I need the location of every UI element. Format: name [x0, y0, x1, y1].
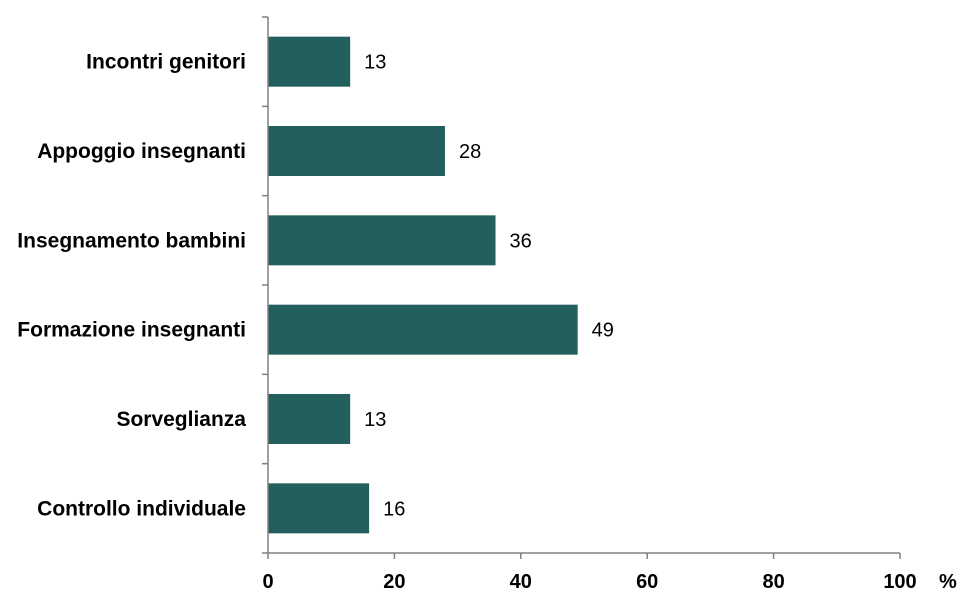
data-label: 28 — [459, 141, 481, 163]
bar — [268, 394, 350, 444]
axes-group — [262, 17, 900, 559]
x-tick-label: 80 — [762, 571, 784, 593]
data-label: 13 — [364, 52, 386, 74]
category-label: Appoggio insegnanti — [37, 140, 246, 163]
x-tick-label: 0 — [262, 571, 273, 593]
bar — [268, 305, 578, 355]
category-label: Formazione insegnanti — [17, 319, 246, 342]
data-label: 16 — [383, 498, 405, 520]
tick-labels: 0 20 40 60 80 100 — [262, 571, 916, 593]
data-label: 36 — [510, 230, 532, 252]
x-tick-label: 40 — [510, 571, 532, 593]
bars-group — [268, 37, 578, 534]
bar — [268, 215, 496, 265]
x-tick-label: 100 — [883, 571, 916, 593]
category-label: Insegnamento bambini — [17, 229, 246, 252]
category-label: Controllo individuale — [37, 497, 246, 520]
value-labels: 13 28 36 49 13 16 — [364, 52, 614, 521]
category-labels: Incontri genitori Appoggio insegnanti Inse… — [17, 51, 246, 521]
data-label: 13 — [364, 409, 386, 431]
x-tick-label: 20 — [383, 571, 405, 593]
category-label: Incontri genitori — [86, 51, 246, 74]
data-label: 49 — [592, 320, 614, 342]
bar — [268, 126, 445, 176]
category-label: Sorveglianza — [116, 408, 246, 431]
x-axis-unit-label: % — [939, 571, 957, 593]
bar — [268, 483, 369, 533]
bar — [268, 37, 350, 87]
x-tick-label: 60 — [636, 571, 658, 593]
